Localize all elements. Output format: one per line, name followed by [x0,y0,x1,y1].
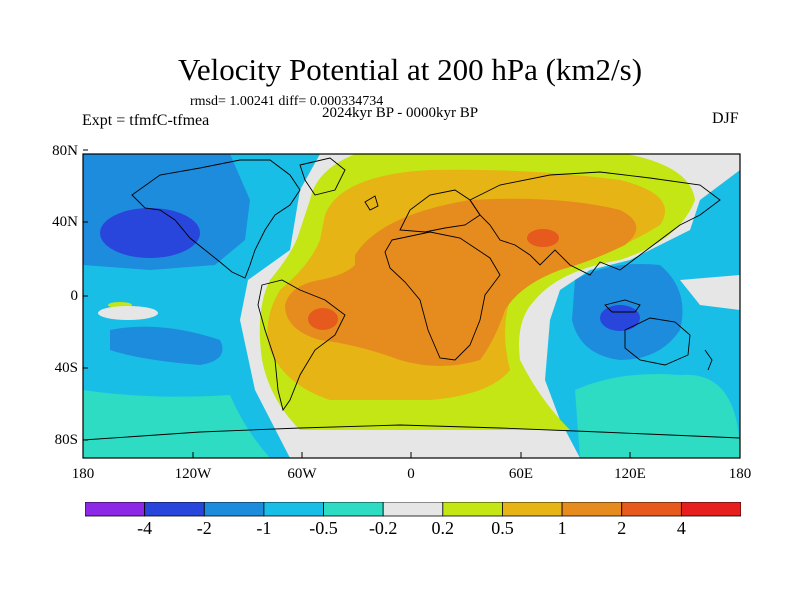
contour-fill [83,154,740,458]
lat-label-80n: 80N [52,143,78,159]
axis-ticks [82,149,741,458]
period-label: 2024kyr BP - 0000kyr BP [322,105,479,121]
colorbar-swatch [144,502,205,517]
colorbar [85,502,741,517]
lat-label-0: 0 [70,288,79,304]
colorbar-label: 4 [676,518,686,538]
colorbar-label: -1 [256,518,272,538]
colorbar-label: 1 [557,518,567,538]
lon-label-0: 0 [407,466,415,482]
colorbar-swatch [263,502,324,517]
season-label: DJF [712,110,739,127]
lon-label-180e: 180 [728,466,752,482]
colorbar-swatch [680,502,741,517]
coastlines [83,157,740,441]
colorbar-swatch [382,502,444,517]
lat-label-80s: 80S [54,432,78,448]
colorbar-swatch [442,502,503,517]
colorbar-label: 0.2 [431,518,455,538]
lon-label-180w: 180 [71,466,95,482]
colorbar-swatch [85,502,146,517]
lat-label-40s: 40S [54,360,78,376]
colorbar-swatch [323,502,384,517]
colorbar-swatch [561,502,623,517]
lon-label-120e: 120E [614,466,646,482]
colorbar-label: -2 [196,518,212,538]
colorbar-label: 0.5 [491,518,514,538]
map-title: Velocity Potential at 200 hPa (km2/s) [177,52,643,87]
experiment-label: Expt = tfmfC-tfmea [82,112,210,129]
colorbar-swatch [621,502,682,517]
rmsd-diff-stats: rmsd= 1.00241 diff= 0.000334734 [190,94,384,109]
colorbar-label: -0.5 [309,518,338,538]
lat-label-40n: 40N [52,214,78,230]
lon-label-60e: 60E [508,466,534,482]
colorbar-label: -0.2 [368,518,398,538]
colorbar-swatch [203,502,265,517]
colorbar-swatch [502,502,563,517]
lon-label-120w: 120W [174,466,212,482]
lon-label-60w: 60W [287,466,317,482]
colorbar-label: -4 [137,518,153,538]
colorbar-label: 2 [617,518,627,538]
